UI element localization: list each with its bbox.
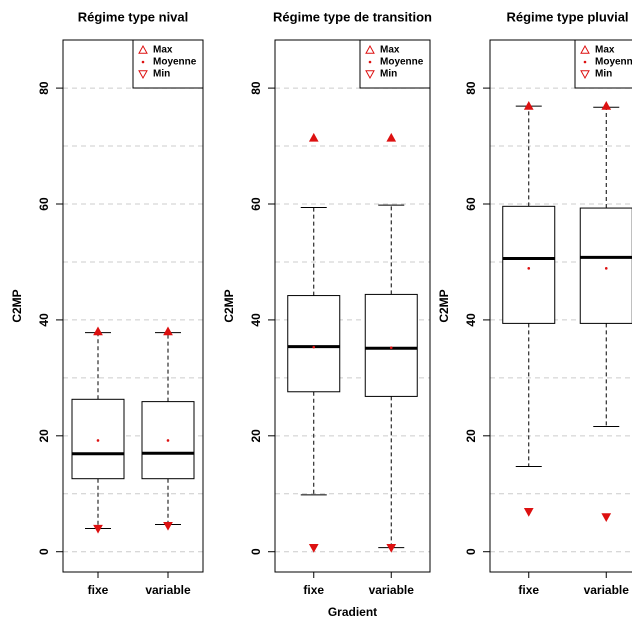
y-tick-label: 40	[37, 313, 51, 327]
legend-label: Min	[380, 69, 397, 80]
y-tick-label: 0	[37, 548, 51, 555]
y-tick-label: 40	[464, 313, 478, 327]
legend-label: Max	[153, 45, 173, 56]
data-point	[308, 543, 319, 553]
data-point	[601, 513, 612, 522]
legend-marker	[138, 44, 148, 54]
y-tick-label: 20	[37, 429, 51, 443]
data-point	[386, 132, 397, 142]
y-tick-label: 60	[464, 197, 478, 211]
legend-box	[574, 39, 632, 89]
data-point	[93, 524, 103, 534]
panel-title: Régime type de transition	[273, 9, 432, 24]
legend-marker	[365, 44, 375, 54]
data-point	[308, 132, 319, 142]
data-point	[604, 267, 608, 270]
legend-label: Min	[153, 69, 170, 80]
legend-label: Min	[595, 69, 612, 80]
box	[502, 205, 556, 324]
y-axis-label: C2MP	[222, 289, 236, 322]
legend-marker	[580, 70, 590, 80]
data-point	[93, 326, 103, 336]
legend-label: Max	[595, 45, 615, 56]
x-axis-label: Gradient	[328, 605, 377, 619]
plot-frame	[274, 39, 431, 573]
box	[579, 207, 632, 324]
y-tick-label: 0	[464, 548, 478, 555]
plot-frame	[62, 39, 204, 573]
x-tick-label: variable	[584, 583, 630, 597]
y-tick-label: 60	[37, 197, 51, 211]
data-point	[96, 439, 100, 442]
y-tick-label: 40	[249, 313, 263, 327]
y-tick-label: 0	[249, 548, 263, 555]
data-point	[527, 267, 531, 270]
x-tick-label: variable	[145, 583, 191, 597]
y-tick-label: 80	[249, 81, 263, 95]
x-tick-label: fixe	[303, 583, 324, 597]
legend-marker	[580, 44, 590, 54]
legend-marker	[141, 60, 145, 64]
legend-label: Moyenne	[595, 57, 632, 68]
legend-label: Max	[380, 45, 400, 56]
data-point	[166, 439, 170, 442]
panel-title: Régime type pluvial	[506, 9, 628, 24]
data-point	[523, 508, 534, 517]
legend-marker	[365, 70, 375, 80]
data-point	[163, 326, 173, 336]
legend-label: Moyenne	[380, 57, 424, 68]
x-tick-label: fixe	[88, 583, 109, 597]
panel-title: Régime type nival	[78, 9, 189, 24]
y-axis-label: C2MP	[437, 289, 451, 322]
y-tick-label: 80	[37, 81, 51, 95]
data-point	[386, 543, 397, 553]
box	[364, 293, 418, 397]
plot-frame	[489, 39, 632, 573]
y-axis-label: C2MP	[10, 289, 24, 322]
y-tick-label: 60	[249, 197, 263, 211]
x-tick-label: fixe	[518, 583, 539, 597]
y-tick-label: 20	[249, 429, 263, 443]
y-tick-label: 80	[464, 81, 478, 95]
data-point	[523, 101, 534, 110]
legend-marker	[583, 60, 587, 64]
legend-marker	[138, 70, 148, 80]
x-tick-label: variable	[369, 583, 415, 597]
data-point	[601, 101, 612, 110]
box	[71, 398, 125, 480]
legend-label: Moyenne	[153, 57, 197, 68]
data-point	[312, 345, 316, 349]
data-point	[389, 346, 393, 350]
data-point	[163, 521, 173, 531]
legend-marker	[368, 60, 372, 64]
box	[287, 295, 341, 393]
y-tick-label: 20	[464, 429, 478, 443]
